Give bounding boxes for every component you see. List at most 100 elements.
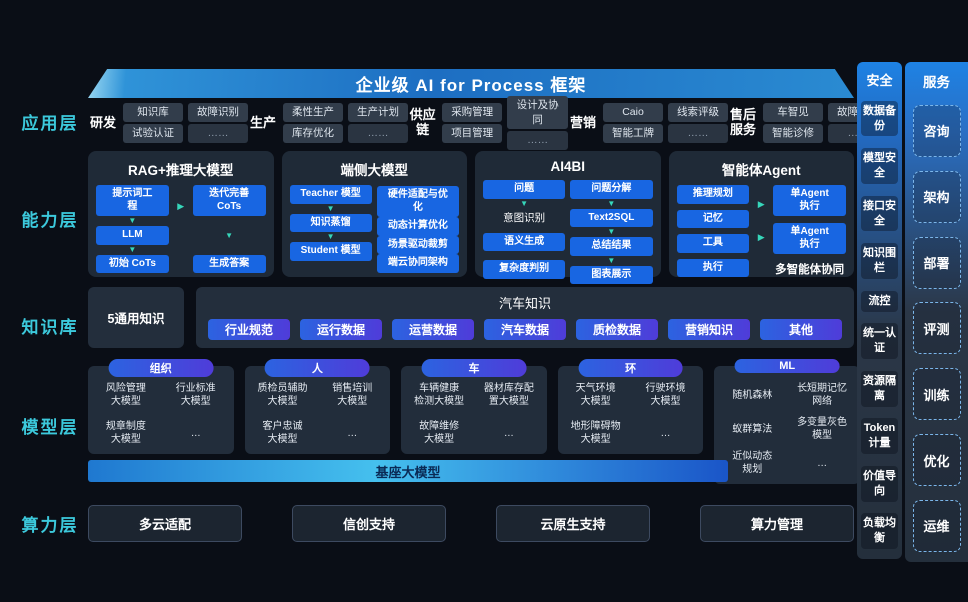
app-chip-more: …… (507, 131, 568, 151)
flow-node: LLM (96, 226, 169, 245)
model-name: 质检员辅助 大模型 (257, 383, 308, 407)
multi-agent-caption: 多智能体协同 (775, 264, 845, 276)
services-column: 服务 咨询 架构 部署 评测 训练 优化 运维 (905, 62, 968, 562)
model-group-people: 人 质检员辅助 大模型 销售培训 大模型 客户忠诚 大模型 … (244, 359, 391, 454)
flow-node: 问题分解 (570, 180, 653, 199)
security-column: 安全 数据备份 模型安全 接口安全 知识围栏 流控 统一认证 资源隔离 Toke… (857, 62, 902, 559)
app-card: 故障识别 …… (188, 103, 248, 143)
auto-knowledge-panel: 汽车知识 行业规范 运行数据 运营数据 汽车数据 质检数据 营销知识 其他 (196, 287, 854, 348)
security-item: 流控 (861, 290, 898, 312)
app-chip: 试验认证 (123, 124, 183, 143)
flow-node: 场景驱动裁剪 (376, 235, 459, 254)
arrow-down-icon: ▼ (520, 198, 529, 208)
panel-title: 智能体Agent (721, 163, 801, 178)
model-name: … (660, 427, 671, 439)
compute-button-xinchuang: 信创支持 (292, 505, 446, 542)
panel-agent: 智能体Agent 推理规划 记忆 工具 执行 ▶ ▶ 单Agent 执行 单Ag… (668, 151, 854, 277)
flow-node: 知识蒸馏 (289, 213, 372, 232)
model-name: 行驶环境 大模型 (645, 383, 686, 407)
model-name: 长短期记忆 网络 (797, 383, 848, 407)
model-group-pill: 人 (264, 359, 370, 377)
app-group-production: 生产 柔性生产 库存优化 生产计划 …… (248, 103, 408, 143)
flow-node: Student 模型 (289, 242, 372, 261)
panel-edge-model: 端侧大模型 Teacher 模型 ▼ 知识蒸馏 ▼ Student 模型 硬件适… (281, 151, 467, 277)
flow-node: 单Agent 执行 (773, 223, 846, 254)
app-card: 知识库 试验认证 (123, 103, 183, 143)
model-name: 器材库存配 置大模型 (483, 383, 534, 407)
compute-button-multicloud: 多云适配 (88, 505, 242, 542)
app-chip: 采购管理 (442, 103, 503, 122)
panel-ai4bi: AI4BI 问题 ▼ 意图识别 语义生成 复杂度判别 问题分解 ▼ Text2S… (475, 151, 661, 284)
arrow-down-icon: ▼ (607, 255, 616, 265)
panel-title: RAG+推理大模型 (128, 163, 234, 178)
model-name: 地形障碍物 大模型 (570, 421, 621, 445)
banner-title: 企业级 AI for Process 框架 (355, 76, 587, 95)
app-group-name: 生产 (249, 114, 276, 130)
app-chip-more: …… (188, 124, 248, 143)
knowledge-button: 运行数据 (300, 319, 382, 340)
knowledge-button: 质检数据 (576, 319, 658, 340)
model-group-pill: 车 (421, 359, 527, 377)
model-name: … (817, 457, 828, 469)
layer-label-capability: 能力层 (21, 211, 79, 230)
app-card: 车智见 智能诊修 (763, 103, 823, 143)
knowledge-button: 营销知识 (668, 319, 750, 340)
model-layer-row: 组织 风险管理 大模型 行业标准 大模型 规章制度 大模型 … 人 质检员辅助 … (88, 359, 860, 484)
model-name: 行业标准 大模型 (175, 383, 216, 407)
arrow-down-icon: ▼ (607, 198, 616, 208)
flow-node: 复杂度判别 (483, 260, 566, 279)
arrow-right-icon: ▶ (177, 201, 185, 211)
services-header: 服务 (923, 75, 950, 90)
arrow-down-icon: ▼ (326, 232, 335, 241)
model-name: 近似动态 规划 (732, 451, 773, 475)
app-chip: 故障识别 (188, 103, 248, 122)
app-chip-more: …… (668, 124, 728, 143)
model-name: 规章制度 大模型 (105, 421, 146, 445)
model-name: 风险管理 大模型 (105, 383, 146, 407)
app-card: 柔性生产 库存优化 (283, 103, 343, 143)
security-item: 价值导向 (861, 465, 898, 502)
foundation-model-bar: 基座大模型 (88, 460, 728, 482)
layer-label-knowledge: 知识库 (21, 318, 79, 337)
model-name: … (190, 427, 201, 439)
flow-node: 生成答案 (192, 254, 266, 273)
compute-button-cloudnative: 云原生支持 (496, 505, 650, 542)
knowledge-button: 行业规范 (208, 319, 290, 340)
layer-label-model: 模型层 (21, 418, 79, 437)
flow-node: 迭代完善 CoTs (192, 185, 266, 216)
security-item: 知识围栏 (861, 243, 898, 279)
service-item: 评测 (912, 302, 961, 355)
general-knowledge-card: 5通用知识 (88, 287, 184, 348)
panel-rag-reasoning: RAG+推理大模型 提示词工 程 ▼ LLM ▼ 初始 CoTs ▶ 迭代完善 … (88, 151, 274, 277)
flow-node: 端云协同架构 (376, 254, 459, 273)
app-chip: 智能诊修 (763, 124, 823, 143)
app-card: 采购管理 项目管理 (442, 103, 503, 143)
flow-node: 工具 (676, 234, 750, 253)
app-group-name: 售后服务 (729, 107, 756, 137)
service-item: 咨询 (912, 104, 961, 157)
security-header: 安全 (866, 73, 893, 88)
app-chip: 柔性生产 (283, 103, 343, 122)
flow-node: 推理规划 (676, 185, 750, 204)
flow-text: 意图识别 (503, 211, 546, 224)
app-card: 线索评级 …… (668, 103, 728, 143)
app-chip: Caio (603, 103, 663, 122)
model-name: 蚁群算法 (732, 423, 773, 435)
layer-label-compute: 算力层 (21, 516, 79, 535)
compute-layer-row: 多云适配 信创支持 云原生支持 算力管理 (88, 505, 854, 542)
app-card: Caio 智能工牌 (603, 103, 663, 143)
model-name: 随机森林 (732, 389, 773, 401)
app-group-name: 供应链 (409, 107, 436, 137)
model-group-pill: 环 (578, 359, 683, 377)
flow-node: 总结结果 (570, 237, 653, 256)
app-chip: 智能工牌 (603, 124, 663, 143)
flow-node: Text2SQL (570, 208, 653, 227)
security-item: 资源隔离 (861, 370, 898, 407)
security-item: 数据备份 (861, 100, 898, 137)
security-item: Token计量 (861, 418, 898, 455)
model-group-pill: 组织 (108, 359, 214, 377)
service-item: 运维 (912, 499, 961, 552)
security-item: 统一认证 (861, 323, 898, 360)
model-group-organization: 组织 风险管理 大模型 行业标准 大模型 规章制度 大模型 … (88, 359, 234, 454)
service-item: 训练 (912, 368, 961, 421)
